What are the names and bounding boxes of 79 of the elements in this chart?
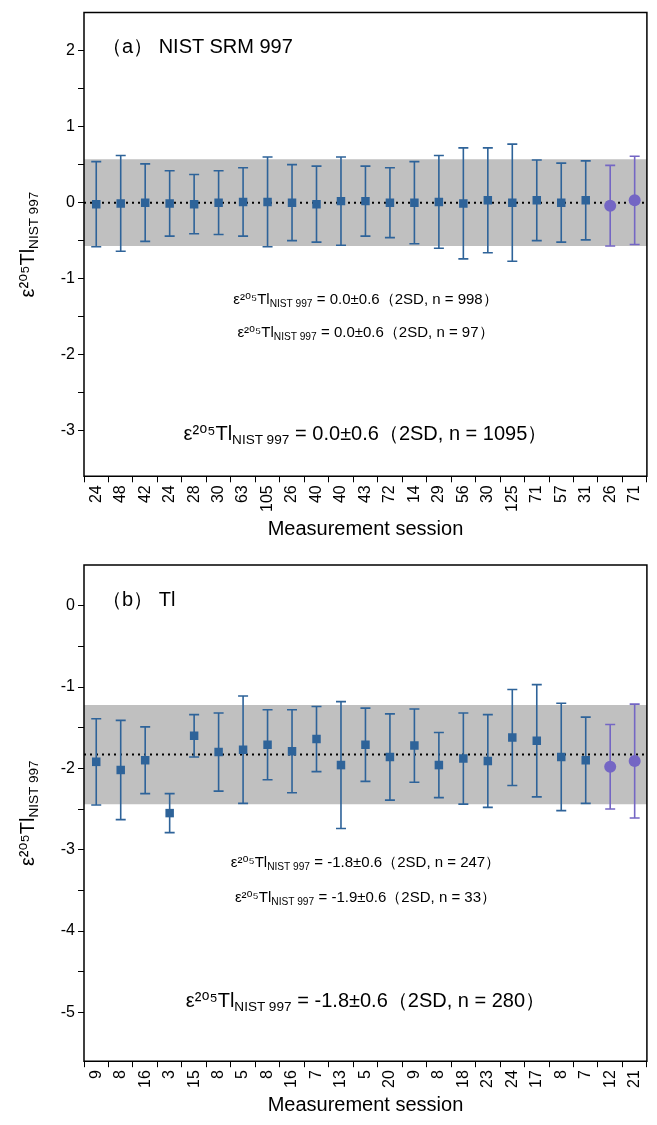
y-tick-label: -5: [60, 1002, 76, 1020]
y-tick-label: 1: [66, 117, 76, 135]
x-tick-label: 125: [502, 485, 520, 513]
x-tick-label: 56: [453, 485, 471, 504]
x-tick-label: 63: [233, 485, 251, 504]
point: [165, 808, 174, 818]
x-tick-label: 105: [257, 485, 275, 513]
point: [508, 733, 517, 742]
x-tick-label: 16: [282, 1070, 300, 1088]
x-tick-label: 21: [625, 1070, 643, 1088]
y-tick-label: -4: [60, 921, 76, 939]
y-tick-label: -1: [60, 269, 76, 287]
x-tick-label: 26: [282, 485, 300, 504]
x-tick-label: 12: [600, 1070, 618, 1088]
x-tick-label: 8: [551, 1070, 569, 1080]
x-tick-label: 18: [453, 1070, 471, 1088]
y-tick-label: -1: [60, 677, 76, 695]
x-tick-label: 9: [404, 1070, 422, 1080]
x-tick-label: 48: [111, 485, 129, 504]
x-tick-label: 71: [625, 485, 643, 504]
x-tick-label: 5: [233, 1070, 251, 1080]
x-tick-label: 14: [404, 485, 422, 504]
point: [312, 734, 321, 744]
x-tick-label: 42: [135, 485, 153, 504]
x-tick-label: 30: [209, 485, 227, 504]
x-tick-label: 8: [111, 1070, 129, 1080]
x-tick-label: 43: [355, 485, 373, 504]
y-tick-label: -2: [60, 345, 76, 363]
y-axis-title: ε²⁰⁵TlNIST 997: [15, 191, 41, 298]
x-tick-label: 23: [478, 1070, 496, 1088]
point: [287, 747, 297, 756]
x-tick-label: 40: [331, 485, 349, 504]
point: [263, 740, 272, 750]
x-tick-label: 30: [478, 485, 496, 504]
y-tick-label: -3: [60, 840, 76, 858]
x-tick-label: 16: [135, 1070, 153, 1088]
x-tick-label: 20: [380, 1070, 398, 1088]
point: [581, 755, 590, 765]
x-tick-label: 8: [429, 1070, 447, 1080]
x-tick-label: 31: [576, 485, 594, 504]
y-tick-label: 0: [66, 193, 76, 211]
x-tick-label: 17: [527, 1070, 545, 1088]
y-tick-label: 2: [66, 41, 76, 59]
point: [604, 760, 617, 773]
text: （a） NIST SRM 997: [102, 35, 293, 58]
x-tick-label: 24: [86, 485, 104, 504]
point: [410, 741, 419, 750]
x-tick-label: 5: [355, 1070, 373, 1080]
y-tick-label: -2: [60, 758, 76, 776]
x-axis-title: Measurement session: [267, 516, 464, 539]
point: [116, 765, 125, 775]
x-tick-label: 57: [551, 485, 569, 504]
point: [214, 747, 223, 757]
x-tick-label: 24: [160, 485, 178, 504]
x-tick-label: 29: [429, 485, 447, 504]
x-tick-label: 28: [184, 485, 202, 504]
x-tick-label: 3: [160, 1070, 178, 1080]
point: [628, 755, 641, 768]
point: [361, 740, 370, 750]
x-tick-label: 7: [306, 1070, 324, 1080]
point: [459, 754, 468, 763]
point: [238, 745, 248, 754]
x-tick-label: 71: [527, 485, 545, 504]
point: [532, 736, 542, 745]
y-tick-label: 0: [66, 596, 76, 614]
x-tick-label: 9: [86, 1070, 104, 1080]
y-axis-title: ε²⁰⁵TlNIST 997: [15, 760, 41, 867]
x-tick-label: 7: [576, 1070, 594, 1080]
x-tick-label: 26: [600, 485, 618, 504]
x-tick-label: 8: [209, 1070, 227, 1080]
y-tick-label: -3: [60, 421, 76, 439]
x-tick-label: 72: [380, 485, 398, 504]
x-tick-label: 13: [331, 1070, 349, 1088]
x-axis-title: Measurement session: [267, 1092, 464, 1115]
x-tick-label: 8: [257, 1070, 275, 1080]
x-tick-label: 15: [184, 1070, 202, 1088]
x-tick-label: 24: [502, 1070, 520, 1088]
x-tick-label: 40: [306, 485, 324, 504]
text: （b） Tl: [102, 587, 176, 610]
